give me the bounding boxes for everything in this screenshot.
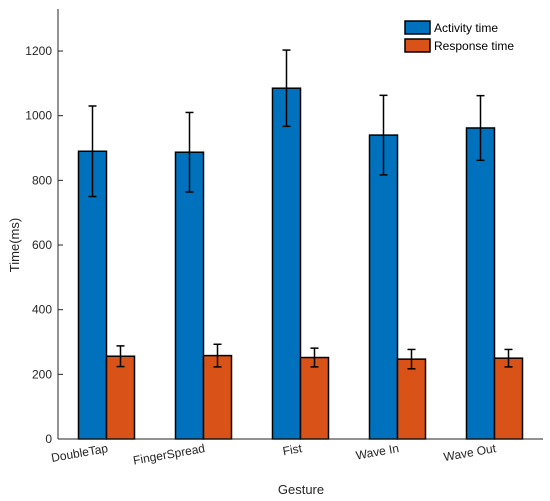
- x-axis-title: Gesture: [278, 482, 324, 497]
- y-tick-label-1: 200: [32, 367, 52, 381]
- axes-layer: [57, 9, 543, 440]
- y-tick-label-5: 1000: [25, 109, 52, 123]
- bar-activity-3: [368, 134, 399, 440]
- bar-response-2: [299, 356, 330, 440]
- x-tick-label-1: FingerSpread: [132, 441, 206, 467]
- bar-response-0: [105, 355, 136, 440]
- x-tick-label-2: Fist: [282, 441, 304, 458]
- bars-layer: [77, 87, 524, 440]
- x-tick-label-3: Wave In: [355, 441, 400, 462]
- x-tick-label-4: Wave Out: [442, 441, 497, 464]
- legend-label-response: Response time: [434, 39, 514, 53]
- error-bars-layer: [88, 49, 513, 370]
- bar-response-3: [396, 358, 427, 440]
- bar-activity-2: [271, 87, 302, 440]
- legend-swatch-response: [404, 38, 431, 53]
- y-tick-label-2: 400: [32, 303, 52, 317]
- y-tick-label-4: 800: [32, 173, 52, 187]
- bar-activity-0: [77, 150, 108, 440]
- y-tick-label-3: 600: [32, 238, 52, 252]
- y-tick-label-6: 1200: [25, 44, 52, 58]
- bar-response-4: [493, 357, 524, 440]
- x-tick-label-0: DoubleTap: [50, 441, 109, 465]
- y-tick-label-0: 0: [45, 432, 52, 446]
- legend-label-activity: Activity time: [434, 21, 498, 35]
- bar-activity-1: [174, 151, 205, 440]
- bar-activity-4: [465, 127, 496, 440]
- bar-response-1: [202, 354, 233, 440]
- y-axis-title: Time(ms): [7, 218, 22, 272]
- legend: Activity time Response time: [404, 20, 514, 53]
- legend-swatch-activity: [404, 20, 431, 35]
